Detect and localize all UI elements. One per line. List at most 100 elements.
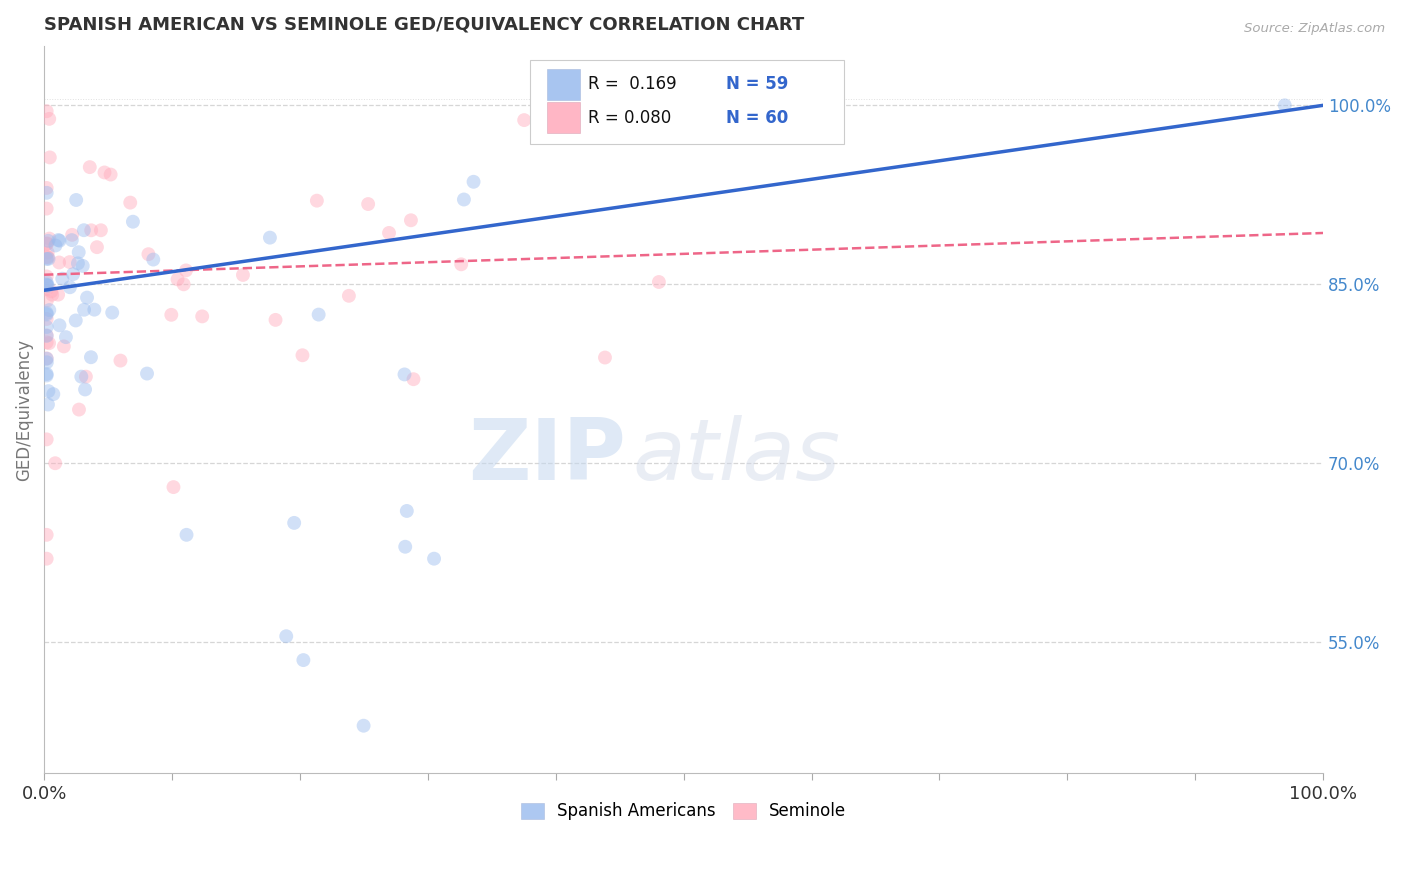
Text: R =  0.169: R = 0.169	[588, 75, 676, 93]
Seminole	[38, 336, 60, 351]
Spanish Americans	[394, 368, 416, 382]
Seminole	[80, 223, 103, 237]
Spanish Americans	[51, 271, 73, 285]
Spanish Americans	[35, 320, 58, 334]
Seminole	[35, 202, 58, 216]
Seminole	[593, 351, 616, 365]
Seminole	[46, 287, 69, 301]
Seminole	[337, 289, 360, 303]
Seminole	[35, 181, 58, 195]
Seminole	[357, 197, 380, 211]
Spanish Americans	[283, 516, 305, 530]
Seminole	[52, 339, 75, 353]
Seminole	[35, 351, 58, 366]
Spanish Americans	[83, 302, 105, 317]
Seminole	[35, 293, 58, 308]
Seminole	[35, 269, 58, 284]
Seminole	[86, 240, 108, 254]
Seminole	[120, 195, 142, 210]
Spanish Americans	[48, 318, 70, 333]
Seminole	[513, 113, 536, 128]
Spanish Americans	[37, 234, 59, 248]
Spanish Americans	[308, 308, 330, 322]
Seminole	[44, 456, 66, 470]
Seminole	[59, 255, 82, 269]
Seminole	[79, 160, 101, 174]
Seminole	[160, 308, 183, 322]
Spanish Americans	[80, 350, 103, 364]
Seminole	[35, 250, 58, 264]
Spanish Americans	[59, 280, 82, 294]
FancyBboxPatch shape	[530, 61, 844, 144]
Seminole	[173, 277, 195, 292]
Text: ZIP: ZIP	[468, 416, 626, 499]
Spanish Americans	[38, 303, 60, 318]
Spanish Americans	[276, 629, 298, 643]
Seminole	[162, 480, 184, 494]
Seminole	[39, 285, 62, 299]
Spanish Americans	[73, 302, 96, 317]
Seminole	[93, 165, 115, 179]
FancyBboxPatch shape	[547, 103, 581, 133]
Spanish Americans	[35, 306, 58, 320]
Spanish Americans	[35, 367, 58, 381]
Spanish Americans	[35, 278, 58, 293]
Spanish Americans	[1274, 98, 1296, 112]
Spanish Americans	[38, 252, 60, 266]
Seminole	[110, 353, 132, 368]
FancyBboxPatch shape	[547, 69, 581, 100]
Spanish Americans	[463, 175, 485, 189]
Spanish Americans	[259, 230, 281, 244]
Spanish Americans	[453, 193, 475, 207]
Seminole	[35, 551, 58, 566]
Seminole	[37, 245, 59, 260]
Seminole	[41, 287, 63, 301]
Seminole	[174, 263, 197, 277]
Seminole	[35, 335, 58, 350]
Spanish Americans	[35, 186, 58, 200]
Seminole	[378, 226, 401, 240]
Seminole	[35, 433, 58, 447]
Spanish Americans	[101, 305, 124, 319]
Text: Source: ZipAtlas.com: Source: ZipAtlas.com	[1244, 22, 1385, 36]
Seminole	[37, 251, 59, 265]
Legend: Spanish Americans, Seminole: Spanish Americans, Seminole	[515, 796, 853, 827]
Spanish Americans	[176, 528, 198, 542]
Spanish Americans	[42, 387, 65, 401]
Seminole	[264, 313, 287, 327]
Spanish Americans	[73, 223, 96, 237]
Seminole	[67, 402, 90, 417]
Spanish Americans	[35, 277, 58, 292]
Seminole	[37, 236, 59, 251]
Spanish Americans	[292, 653, 315, 667]
Spanish Americans	[35, 252, 58, 266]
Seminole	[38, 150, 60, 164]
Seminole	[100, 168, 122, 182]
Spanish Americans	[70, 369, 93, 384]
Spanish Americans	[37, 384, 59, 398]
Seminole	[450, 257, 472, 271]
Spanish Americans	[67, 245, 90, 260]
Seminole	[48, 255, 70, 269]
Spanish Americans	[35, 368, 58, 383]
Spanish Americans	[35, 308, 58, 322]
Seminole	[38, 231, 60, 245]
Seminole	[399, 213, 422, 227]
Spanish Americans	[136, 367, 159, 381]
Spanish Americans	[35, 351, 58, 366]
Seminole	[38, 112, 60, 126]
Seminole	[166, 272, 188, 286]
Spanish Americans	[75, 383, 97, 397]
Spanish Americans	[65, 313, 87, 327]
Seminole	[35, 528, 58, 542]
Spanish Americans	[423, 551, 446, 566]
Spanish Americans	[44, 238, 66, 252]
Spanish Americans	[142, 252, 165, 267]
Seminole	[60, 227, 83, 242]
Spanish Americans	[48, 234, 70, 248]
Spanish Americans	[65, 193, 87, 207]
Seminole	[90, 223, 112, 237]
Seminole	[35, 282, 58, 296]
Seminole	[35, 236, 58, 251]
Y-axis label: GED/Equivalency: GED/Equivalency	[15, 338, 32, 481]
